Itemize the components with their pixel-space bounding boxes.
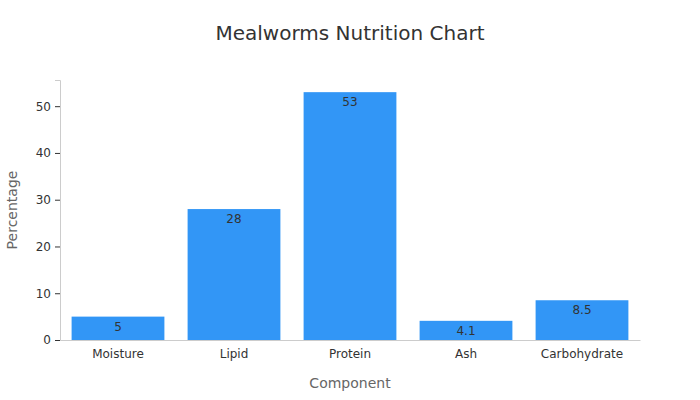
y-tick-label: 20 bbox=[36, 240, 51, 254]
y-tick-label: 40 bbox=[36, 146, 51, 160]
x-axis: Moisture Lipid Protein Ash Carbohydrate bbox=[61, 340, 641, 361]
bar bbox=[188, 209, 281, 340]
x-tick-label: Protein bbox=[329, 347, 371, 361]
bar bbox=[304, 92, 397, 340]
y-tick: 40 bbox=[36, 146, 60, 160]
y-axis-title: Percentage bbox=[4, 171, 20, 250]
data-label: 53 bbox=[342, 95, 357, 109]
bar bbox=[536, 300, 629, 340]
bar bbox=[420, 321, 513, 340]
y-tick-mark bbox=[55, 246, 60, 247]
data-label: 5 bbox=[114, 320, 122, 334]
x-tick: Carbohydrate bbox=[541, 340, 623, 361]
y-tick: 30 bbox=[36, 193, 60, 207]
data-label: 4.1 bbox=[456, 324, 475, 338]
x-tick: Protein bbox=[329, 340, 371, 361]
data-labels: 5 28 53 4.1 8.5 bbox=[114, 95, 591, 338]
x-tick-label: Lipid bbox=[220, 347, 249, 361]
y-tick-mark bbox=[55, 200, 60, 201]
x-axis-line bbox=[61, 340, 641, 341]
y-axis: 0 10 20 30 40 50 bbox=[36, 81, 61, 348]
x-tick: Lipid bbox=[220, 340, 249, 361]
bar bbox=[72, 317, 165, 340]
title: Mealworms Nutrition Chart bbox=[216, 21, 485, 45]
y-tick-label: 0 bbox=[43, 333, 51, 347]
y-axis-line bbox=[55, 81, 61, 341]
x-tick-label: Carbohydrate bbox=[541, 347, 623, 361]
y-tick-mark bbox=[55, 340, 60, 341]
y-tick-label: 30 bbox=[36, 193, 51, 207]
data-label: 28 bbox=[226, 212, 241, 226]
x-axis-title: Component bbox=[309, 375, 391, 391]
x-tick: Ash bbox=[455, 340, 477, 361]
x-tick-label: Ash bbox=[455, 347, 477, 361]
y-tick-mark bbox=[55, 106, 60, 107]
y-tick: 20 bbox=[36, 240, 60, 254]
y-tick-mark bbox=[55, 293, 60, 294]
data-label: 8.5 bbox=[572, 303, 591, 317]
y-tick-mark bbox=[55, 153, 60, 154]
bars bbox=[72, 92, 629, 340]
chart: 5 28 53 4.1 8.5 Moisture Lipid Protein Ash Carboh… bbox=[0, 0, 700, 400]
y-tick: 0 bbox=[43, 333, 60, 347]
plot: 5 28 53 4.1 8.5 Moisture Lipid Protein Ash Carboh… bbox=[36, 81, 641, 361]
x-tick: Moisture bbox=[92, 340, 144, 361]
y-tick: 50 bbox=[36, 100, 60, 114]
x-tick-label: Moisture bbox=[92, 347, 144, 361]
y-tick-label: 50 bbox=[36, 100, 51, 114]
y-tick-label: 10 bbox=[36, 287, 51, 301]
y-tick: 10 bbox=[36, 287, 60, 301]
